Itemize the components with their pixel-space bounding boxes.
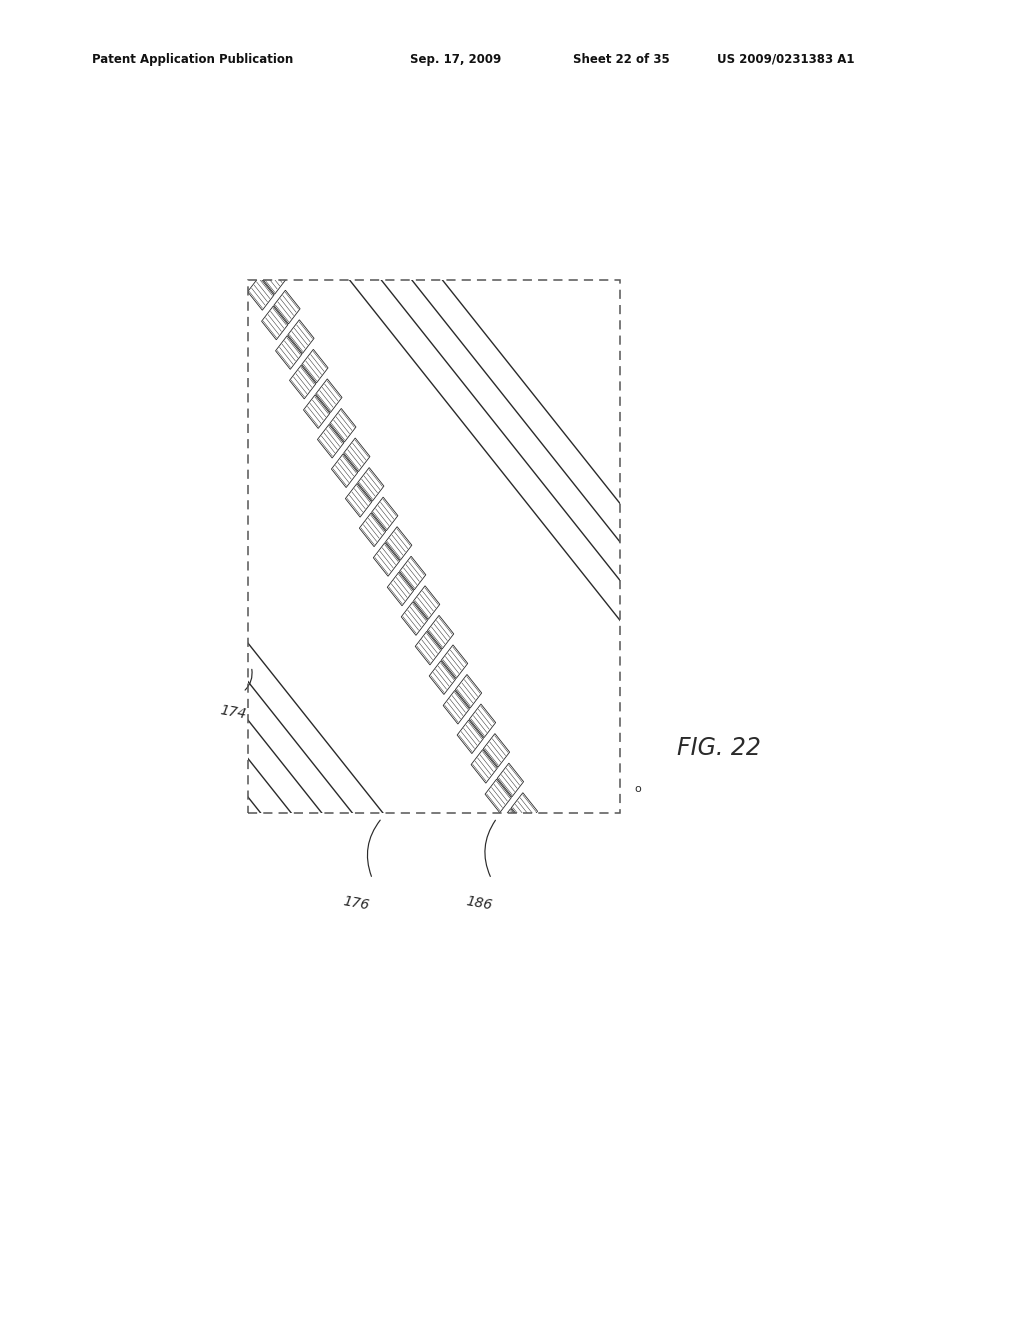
Text: US 2009/0231383 A1: US 2009/0231383 A1 (717, 53, 854, 66)
Text: FIG. 22: FIG. 22 (677, 737, 761, 760)
Text: Sheet 22 of 35: Sheet 22 of 35 (573, 53, 670, 66)
Bar (248, 280, 621, 813)
Text: 176: 176 (342, 894, 371, 912)
Bar (248, 280, 621, 813)
Text: Patent Application Publication: Patent Application Publication (92, 53, 294, 66)
Text: 174: 174 (219, 704, 248, 722)
Text: 186: 186 (465, 894, 494, 912)
Text: Sep. 17, 2009: Sep. 17, 2009 (410, 53, 501, 66)
Text: o: o (635, 784, 641, 793)
